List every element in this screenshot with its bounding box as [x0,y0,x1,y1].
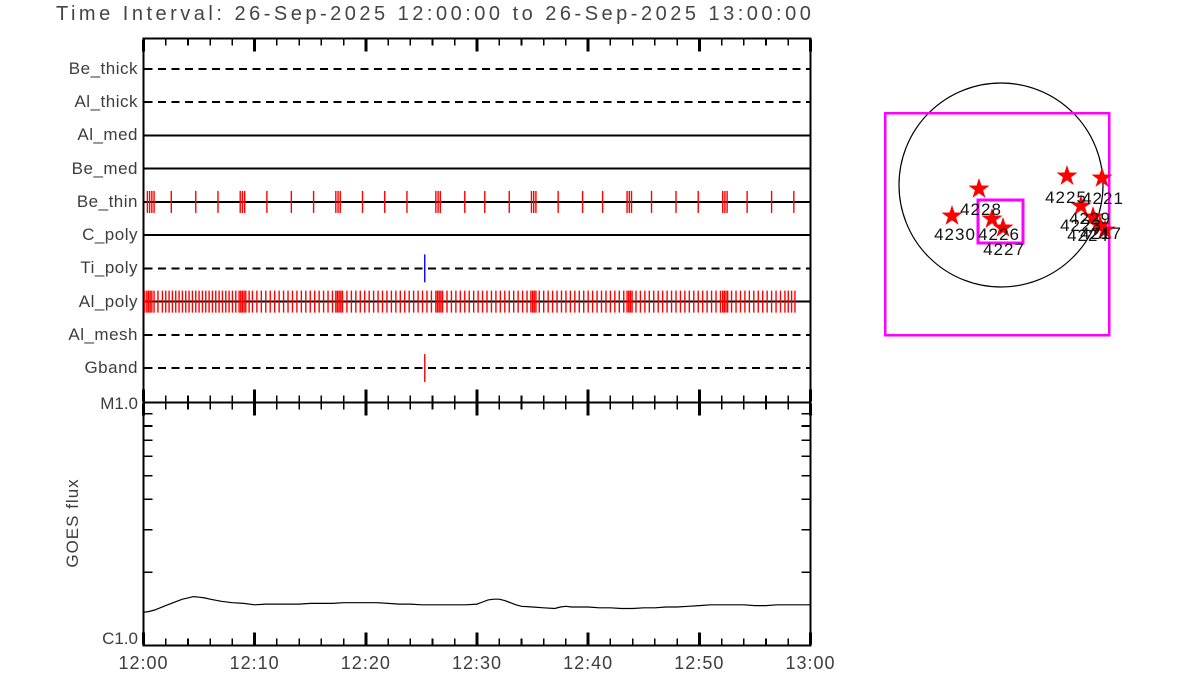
active-region-number-4227: 4227 [983,240,1025,259]
active-region-star-4224 [1089,215,1111,235]
active-region-number-4228: 4228 [960,200,1002,219]
goes-panel-frame [142,401,812,647]
filter-row-label-Al_med: Al_med [77,125,138,145]
time-axis-label-12:20: 12:20 [340,653,391,673]
filter-row-label-Ti_poly: Ti_poly [80,258,138,278]
goes-axis-bottom-label: C1.0 [102,629,138,648]
time-axis-label-12:40: 12:40 [563,653,614,673]
goes-axis-title: GOES flux [63,478,82,568]
page-title: Time Interval: 26-Sep-2025 12:00:00 to 2… [56,3,815,25]
active-region-star-4225 [1056,165,1078,185]
filter-row-label-Al_poly: Al_poly [78,291,138,311]
active-region-star-4221 [1091,167,1113,187]
active-region-number-4225: 4225 [1045,188,1087,207]
target-box [976,198,1025,245]
time-axis-label-12:00: 12:00 [118,653,169,673]
active-region-star-4229 [1070,195,1092,215]
active-region-number-4230: 4230 [934,225,976,244]
filter-row-label-Be_thick: Be_thick [68,59,138,78]
active-region-star-4217 [1094,219,1116,239]
fov-box [883,111,1111,337]
goes-axis-top-label: M1.0 [100,394,138,413]
filter-panel-frame [142,37,812,404]
time-axis-label-12:50: 12:50 [674,653,725,673]
active-region-number-4221: 4221 [1082,189,1124,208]
filter-row-label-Be_thin: Be_thin [76,191,138,211]
active-region-star-4228 [968,178,990,198]
filter-row-label-Al_mesh: Al_mesh [68,324,138,344]
solar-limb-circle [898,82,1104,288]
goes-flux-curve [143,595,811,613]
filter-row-label-C_poly: C_poly [82,225,138,245]
filter-row-label-Gband: Gband [84,358,138,378]
active-region-star-4227 [992,217,1014,237]
time-axis-label-12:10: 12:10 [229,653,280,673]
filter-row-label-Be_med: Be_med [71,158,138,178]
active-region-star-4223 [1082,206,1104,226]
time-axis-label-12:30: 12:30 [451,653,503,673]
active-region-number-4217: 4217 [1080,224,1122,243]
active-region-number-4229: 4229 [1069,209,1111,228]
active-region-number-4226: 4226 [978,225,1020,244]
active-region-star-4226 [981,208,1003,228]
active-region-star-4230 [941,205,963,225]
filter-row-label-Al_thick: Al_thick [74,92,138,112]
time-axis-label-13:00: 13:00 [785,653,836,673]
active-region-number-4224: 4224 [1067,226,1109,245]
active-region-number-4223: 4223 [1060,216,1102,235]
